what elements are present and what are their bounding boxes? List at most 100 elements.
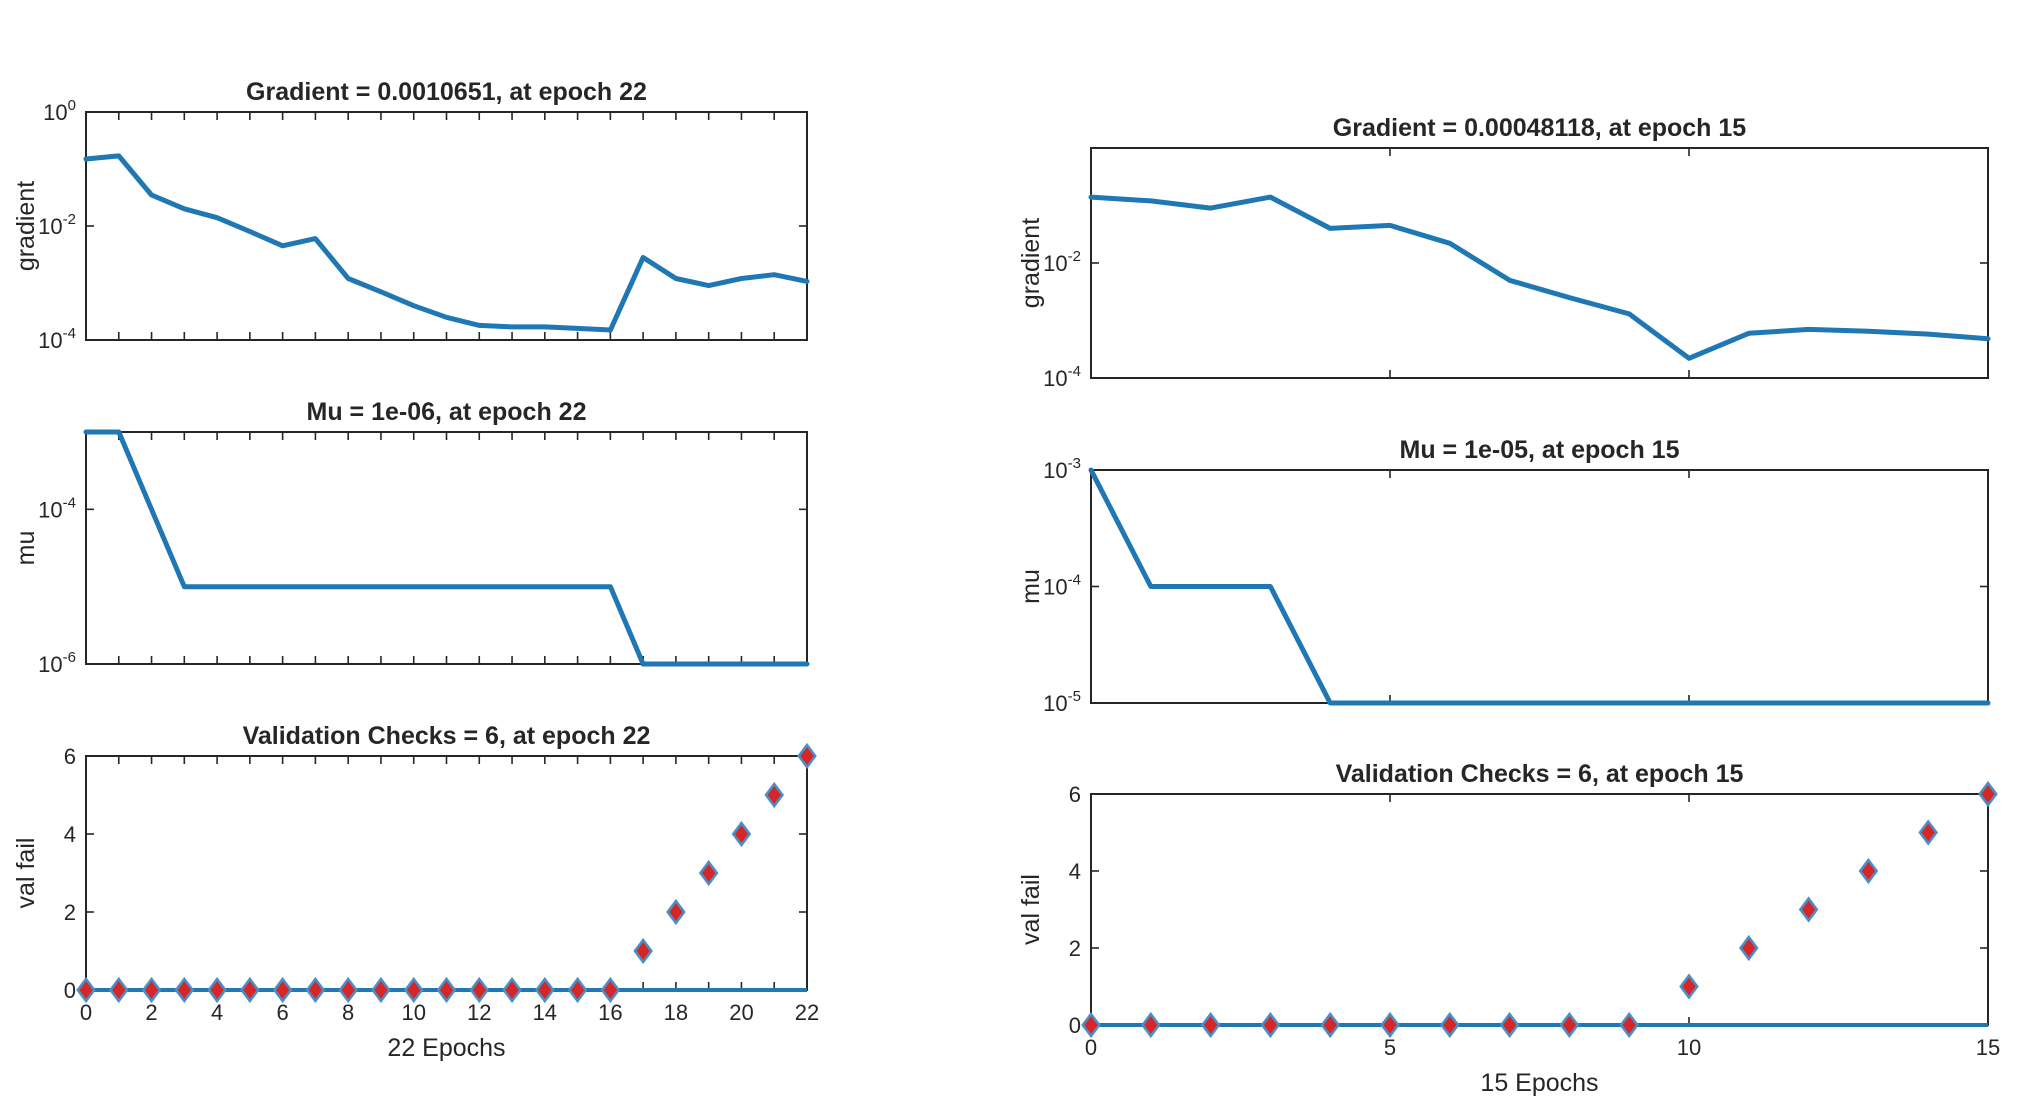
plot-title: Gradient = 0.00048118, at epoch 15 — [1333, 114, 1747, 142]
y-axis-label: gradient — [1017, 218, 1045, 308]
y-tick-label: 0 — [64, 978, 76, 1003]
y-tick-exponent: -4 — [1068, 572, 1081, 589]
val-fail-marker — [305, 976, 326, 1004]
y-tick-base: 10 — [38, 497, 62, 522]
plot-title: Gradient = 0.0010651, at epoch 22 — [246, 78, 647, 106]
val-fail-marker — [1439, 1011, 1460, 1039]
val-fail-marker — [469, 976, 490, 1004]
val-fail-marker — [502, 976, 522, 1004]
y-tick-label: 6 — [64, 744, 76, 769]
x-tick-label: 5 — [1384, 1035, 1396, 1060]
val-fail-marker — [1619, 1011, 1640, 1039]
chart-left-val: 0 2 4 6 0 2 4 6 8 10 12 14 16 18 20 22 Validation Checks… — [12, 722, 819, 1062]
val-fail-marker — [1738, 934, 1759, 962]
val-fail-marker — [1978, 780, 1998, 808]
x-tick-label: 8 — [342, 1000, 354, 1025]
y-tick-label: 6 — [1069, 782, 1081, 807]
x-tick-label: 12 — [467, 1000, 491, 1025]
val-fail-marker — [1380, 1011, 1400, 1039]
y-tick-base: 10 — [1043, 691, 1067, 716]
y-tick-base: 10 — [43, 100, 67, 125]
y-tick-label: 10-4 — [38, 325, 76, 353]
val-fail-marker — [1260, 1011, 1281, 1039]
y-tick-base: 10 — [38, 214, 62, 239]
val-fail-marker — [272, 976, 293, 1004]
y-tick-label: 4 — [64, 822, 76, 847]
y-tick-label: 10-4 — [38, 494, 76, 522]
val-fail-marker — [1320, 1011, 1341, 1039]
y-tick-label: 4 — [1069, 859, 1081, 884]
y-tick-exponent: -2 — [1068, 248, 1081, 265]
val-fail-marker — [1499, 1011, 1520, 1039]
y-axis-label: mu — [1017, 569, 1045, 604]
y-tick-base: 10 — [38, 328, 62, 353]
val-fail-marker — [371, 976, 391, 1004]
y-tick-label: 10-4 — [1043, 363, 1081, 391]
series-line — [83, 153, 810, 333]
x-tick-label: 20 — [729, 1000, 753, 1025]
val-fail-marker — [535, 976, 555, 1004]
val-fail-marker — [1081, 1011, 1101, 1039]
val-fail-marker — [338, 976, 358, 1004]
plot-frame — [1090, 147, 1989, 379]
plot-frame — [1090, 793, 1989, 1026]
y-tick-exponent: -6 — [63, 649, 76, 666]
y-tick-base: 10 — [38, 652, 62, 677]
y-tick-label: 10-3 — [1043, 455, 1081, 483]
series-line — [1088, 194, 1991, 361]
plot-frame — [85, 111, 808, 341]
y-axis-label: mu — [12, 531, 40, 566]
val-fail-marker — [403, 976, 424, 1004]
x-tick-label: 15 — [1976, 1035, 2000, 1060]
series-line — [83, 429, 810, 667]
plot-title: Validation Checks = 6, at epoch 22 — [243, 722, 651, 750]
plot-title: Mu = 1e-06, at epoch 22 — [307, 398, 587, 426]
plot-frame — [85, 431, 808, 665]
y-tick-base: 10 — [1043, 366, 1067, 391]
y-tick-label: 100 — [43, 97, 76, 125]
chart-right-val: 0 2 4 6 0 5 10 15 Validation Checks = 6, at epoc… — [1017, 760, 2000, 1096]
val-fail-marker — [1140, 1011, 1161, 1039]
val-fail-marker — [666, 898, 686, 926]
val-fail-marker — [240, 976, 260, 1004]
y-tick-label: 10-2 — [1043, 248, 1081, 276]
val-fail-marker — [141, 976, 162, 1004]
x-tick-label: 0 — [1085, 1035, 1097, 1060]
y-tick-label: 10-2 — [38, 211, 76, 239]
y-axis-label: val fail — [1017, 874, 1045, 945]
y-tick-label: 2 — [64, 900, 76, 925]
val-fail-marker — [1918, 819, 1939, 846]
y-tick-exponent: -4 — [63, 494, 76, 511]
x-axis-label: 15 Epochs — [1480, 1069, 1598, 1096]
val-fail-marker — [76, 976, 96, 1004]
plot-title: Validation Checks = 6, at epoch 15 — [1336, 760, 1744, 788]
y-tick-exponent: -4 — [1068, 363, 1081, 380]
val-fail-marker — [207, 976, 227, 1004]
x-tick-label: 2 — [145, 1000, 157, 1025]
y-tick-exponent: -3 — [1068, 455, 1081, 472]
x-tick-label: 16 — [598, 1000, 622, 1025]
val-fail-marker — [731, 820, 752, 848]
val-fail-marker — [764, 781, 785, 809]
y-axis-label: val fail — [12, 838, 40, 909]
y-tick-base: 10 — [1043, 251, 1067, 276]
val-fail-marker — [698, 859, 719, 887]
y-tick-exponent: -2 — [63, 211, 76, 228]
y-tick-label: 0 — [1069, 1013, 1081, 1038]
y-tick-exponent: 0 — [68, 97, 76, 114]
y-tick-label: 2 — [1069, 936, 1081, 961]
y-tick-label: 10-6 — [38, 649, 76, 677]
y-tick-label: 10-5 — [1043, 688, 1081, 716]
x-tick-label: 10 — [401, 1000, 425, 1025]
y-tick-exponent: -4 — [63, 325, 76, 342]
y-tick-exponent: -5 — [1068, 688, 1081, 705]
x-tick-label: 6 — [277, 1000, 289, 1025]
val-fail-marker — [108, 976, 129, 1004]
val-fail-marker — [1200, 1011, 1221, 1039]
val-fail-marker — [567, 976, 588, 1004]
val-fail-marker — [436, 976, 457, 1004]
x-tick-label: 22 — [795, 1000, 819, 1025]
y-tick-label: 10-4 — [1043, 572, 1081, 600]
